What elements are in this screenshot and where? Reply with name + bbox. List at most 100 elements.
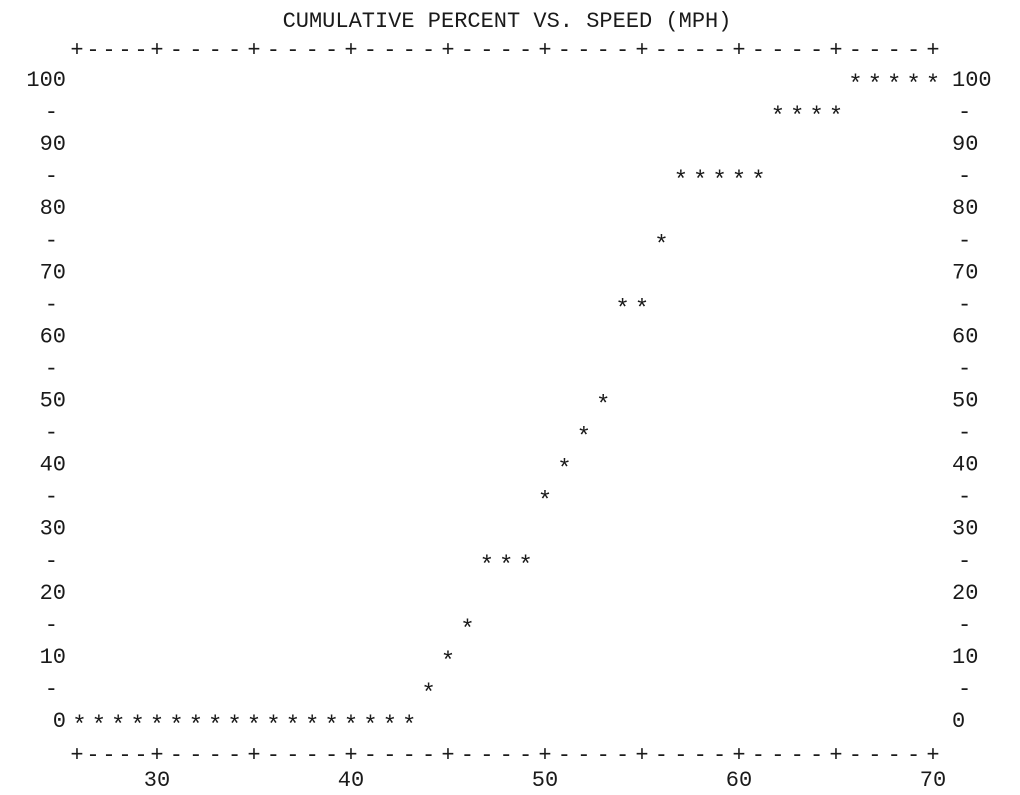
border-dash: - [364, 38, 377, 63]
border-plus: + [344, 38, 357, 63]
x-tick-label: 40 [338, 768, 364, 793]
y-minor-tick-right: - [958, 613, 971, 638]
y-tick-label-left: 60 [40, 324, 66, 349]
border-plus: + [344, 743, 357, 768]
y-tick-label-right: 0 [952, 709, 965, 734]
border-dash: - [597, 743, 610, 768]
y-tick-label-left: 0 [53, 709, 66, 734]
y-minor-tick-right: - [958, 100, 971, 125]
y-minor-tick-left: - [45, 549, 58, 574]
y-axis-left: 0 - 10 - 20 - 30 - 40 - 50 - 60 - 70 - 80 - 90 - 100 [26, 68, 66, 734]
border-plus: + [150, 38, 163, 63]
data-point: * [305, 713, 319, 740]
border-dash: - [771, 743, 784, 768]
data-point: * [402, 713, 416, 740]
border-plus: + [926, 743, 939, 768]
border-dash: - [868, 38, 881, 63]
y-tick-label-right: 70 [952, 260, 978, 285]
y-minor-tick-left: - [45, 421, 58, 446]
y-minor-tick-right: - [958, 292, 971, 317]
border-plus: + [538, 743, 551, 768]
y-minor-tick-right: - [958, 356, 971, 381]
data-point: * [809, 104, 823, 131]
border-dash: - [694, 38, 707, 63]
border-dash: - [325, 38, 338, 63]
y-tick-label-right: 40 [952, 453, 978, 478]
data-point: * [790, 104, 804, 131]
border-dash: - [597, 38, 610, 63]
data-point: * [130, 713, 144, 740]
y-tick-label-right: 100 [952, 68, 992, 93]
border-dash: - [325, 743, 338, 768]
border-dash: - [616, 743, 629, 768]
border-dash: - [480, 38, 493, 63]
x-axis: 30 40 50 60 70 [144, 768, 946, 793]
border-dash: - [422, 38, 435, 63]
y-tick-label-left: 10 [40, 645, 66, 670]
border-dash: - [86, 38, 99, 63]
y-axis-right: 0 - 10 - 20 - 30 - 40 - 50 - 60 - 70 - 80 - 90 - 100 [952, 68, 992, 734]
border-dash: - [674, 743, 687, 768]
y-minor-tick-right: - [958, 164, 971, 189]
data-point: * [383, 713, 397, 740]
data-point: * [92, 713, 106, 740]
border-dash: - [228, 743, 241, 768]
data-point: * [111, 713, 125, 740]
border-dash: - [170, 743, 183, 768]
data-point: * [169, 713, 183, 740]
y-minor-tick-left: - [45, 677, 58, 702]
border-dash: - [118, 743, 131, 768]
data-point: * [751, 168, 765, 195]
border-dash: - [403, 743, 416, 768]
border-dash: - [616, 38, 629, 63]
chart-title: CUMULATIVE PERCENT VS. SPEED (MPH) [283, 9, 732, 34]
border-plus: + [926, 38, 939, 63]
border-dash: - [791, 743, 804, 768]
y-minor-tick-left: - [45, 164, 58, 189]
border-plus: + [441, 38, 454, 63]
data-point: * [189, 713, 203, 740]
border-dash: - [228, 38, 241, 63]
border-dash: - [189, 38, 202, 63]
border-plus: + [150, 743, 163, 768]
data-point: * [324, 713, 338, 740]
y-tick-label-left: 40 [40, 453, 66, 478]
y-tick-label-left: 80 [40, 196, 66, 221]
border-dash: - [461, 38, 474, 63]
border-dash: - [791, 38, 804, 63]
data-point: * [615, 296, 629, 323]
border-dash: - [267, 743, 280, 768]
top-border: + + + + + + + + + +- - - - - - - - - - - - - - - - - - - - - - - - - - - - - -… [70, 38, 939, 63]
x-tick-label: 60 [726, 768, 752, 793]
border-dash: - [655, 38, 668, 63]
data-point: * [635, 296, 649, 323]
border-plus: + [247, 38, 260, 63]
y-tick-label-left: 70 [40, 260, 66, 285]
data-point: * [654, 232, 668, 259]
border-dash: - [134, 38, 147, 63]
data-point: * [441, 649, 455, 676]
border-dash: - [500, 38, 513, 63]
border-plus: + [538, 38, 551, 63]
border-dash: - [306, 38, 319, 63]
border-dash: - [86, 743, 99, 768]
border-plus: + [732, 743, 745, 768]
data-point: * [596, 393, 610, 420]
y-minor-tick-right: - [958, 228, 971, 253]
data-point: * [732, 168, 746, 195]
y-minor-tick-left: - [45, 485, 58, 510]
data-point: * [557, 457, 571, 484]
data-point: * [286, 713, 300, 740]
border-dash: - [713, 38, 726, 63]
border-dash: - [170, 38, 183, 63]
border-dash: - [907, 38, 920, 63]
x-tick-label: 30 [144, 768, 170, 793]
x-tick-label: 70 [920, 768, 946, 793]
y-minor-tick-left: - [45, 228, 58, 253]
border-dash: - [383, 38, 396, 63]
border-dash: - [422, 743, 435, 768]
data-point: * [848, 72, 862, 99]
border-dash: - [655, 743, 668, 768]
border-plus: + [70, 38, 83, 63]
data-point: * [577, 425, 591, 452]
